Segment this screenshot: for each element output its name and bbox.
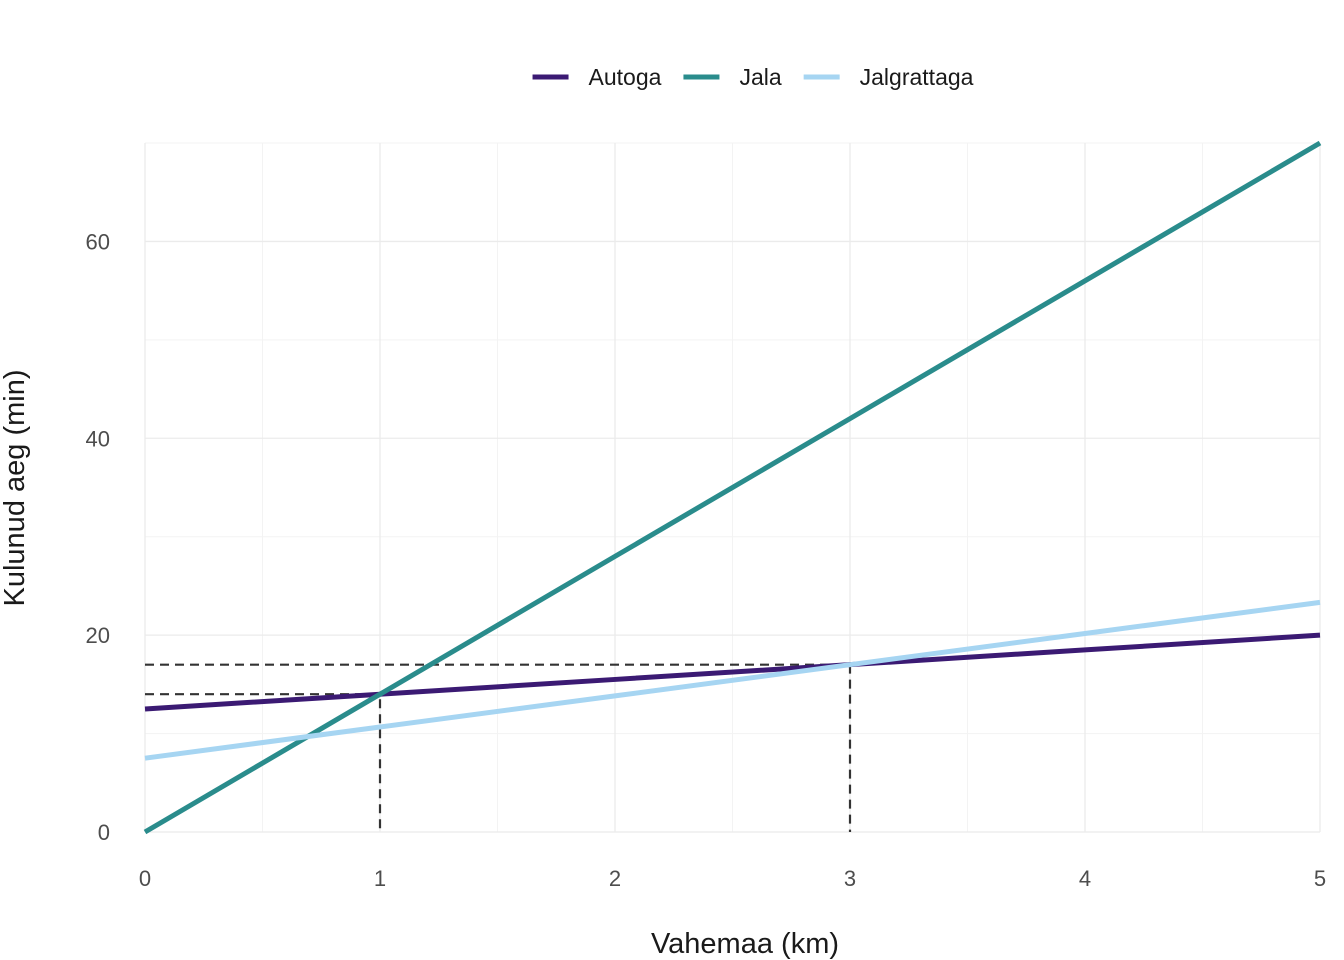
y-tick-label: 0 xyxy=(98,820,110,845)
y-axis-title: Kulunud aeg (min) xyxy=(0,370,31,607)
x-tick-labels: 0 1 2 3 4 5 xyxy=(139,866,1326,891)
x-tick-label: 5 xyxy=(1314,866,1326,891)
legend-label: Autoga xyxy=(589,64,662,90)
series-line-jala xyxy=(143,140,1322,835)
x-axis-title: Vahemaa (km) xyxy=(651,928,839,960)
series-line-autoga xyxy=(144,632,1321,712)
x-tick-label: 4 xyxy=(1079,866,1091,891)
legend: Autoga Jala Jalgrattaga xyxy=(532,64,974,90)
series-lines xyxy=(143,140,1322,835)
y-tick-label: 20 xyxy=(86,623,110,648)
legend-label: Jala xyxy=(739,64,781,90)
x-tick-label: 1 xyxy=(374,866,386,891)
y-tick-label: 40 xyxy=(86,426,110,451)
x-tick-label: 3 xyxy=(844,866,856,891)
x-tick-label: 2 xyxy=(609,866,621,891)
reference-dashed-line xyxy=(145,693,382,832)
series-line-jalgrattaga xyxy=(144,599,1321,761)
y-tick-label: 60 xyxy=(86,229,110,254)
legend-label: Jalgrattaga xyxy=(860,64,974,90)
y-tick-labels: 0 20 40 60 xyxy=(86,229,110,845)
x-tick-label: 0 xyxy=(139,866,151,891)
